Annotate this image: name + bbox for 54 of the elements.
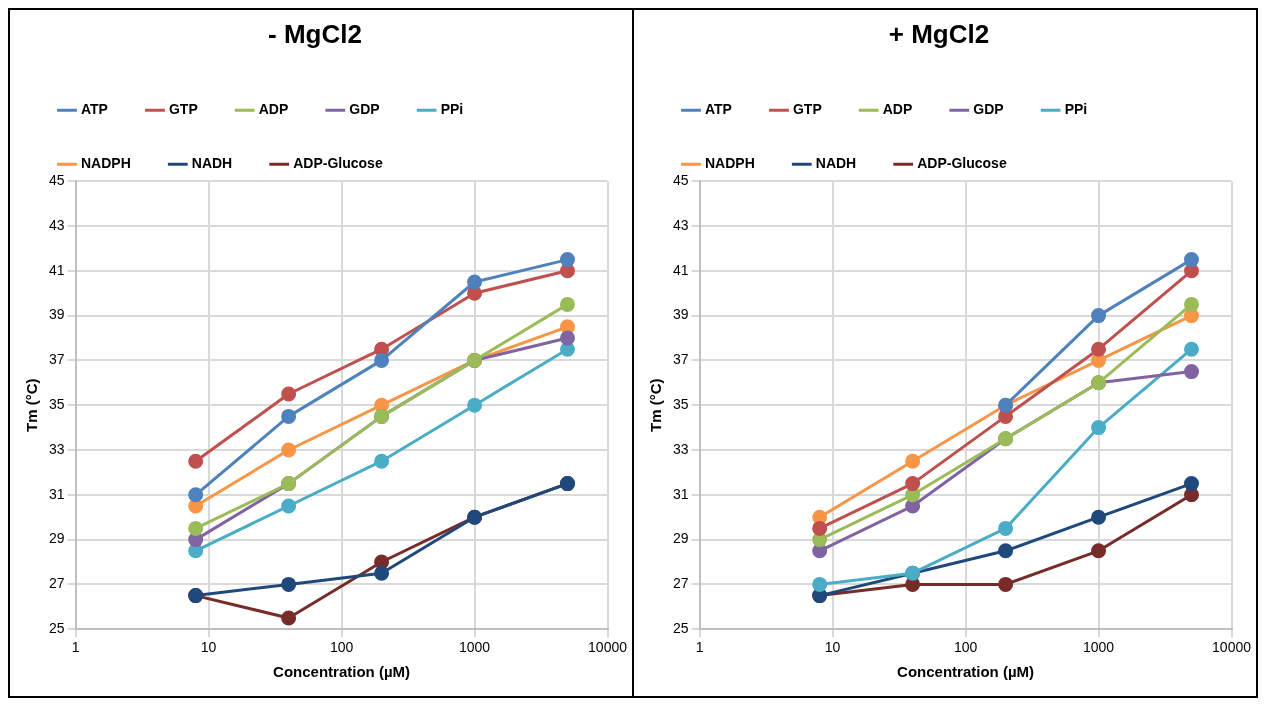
y-tick-label: 27 bbox=[48, 575, 65, 592]
chart-title: + MgCl2 bbox=[888, 18, 990, 49]
y-tick-label: 27 bbox=[672, 575, 689, 592]
y-axis-title: Tm (°C) bbox=[647, 378, 665, 432]
legend-label: NADH bbox=[191, 155, 233, 172]
legend-label: NADPH bbox=[705, 155, 755, 172]
x-tick-label: 1 bbox=[71, 639, 80, 656]
y-tick-label: 29 bbox=[48, 530, 65, 547]
x-tick-label: 10 bbox=[200, 639, 217, 656]
legend-label: ADP bbox=[882, 101, 913, 118]
legend-label: ADP-Glucose bbox=[917, 155, 1007, 172]
x-tick-label: 1000 bbox=[1082, 639, 1115, 656]
x-tick-label: 100 bbox=[953, 639, 978, 656]
x-tick-label: 10 bbox=[824, 639, 841, 656]
y-tick-label: 39 bbox=[672, 306, 689, 323]
y-tick-label: 25 bbox=[48, 620, 65, 637]
chart-title: - MgCl2 bbox=[268, 18, 362, 49]
x-tick-label: 1 bbox=[695, 639, 704, 656]
legend-label: GDP bbox=[973, 101, 1004, 118]
legend-label: NADH bbox=[815, 155, 857, 172]
legend-label: PPi bbox=[440, 101, 464, 118]
y-tick-label: 35 bbox=[672, 396, 689, 413]
y-tick-label: 31 bbox=[672, 485, 689, 502]
legend-label: ADP bbox=[258, 101, 289, 118]
y-tick-label: 25 bbox=[672, 620, 689, 637]
legend-label: GDP bbox=[349, 101, 380, 118]
legend-label: PPi bbox=[1064, 101, 1088, 118]
legend-label: GTP bbox=[168, 101, 198, 118]
x-tick-label: 10000 bbox=[588, 639, 628, 656]
y-tick-label: 45 bbox=[48, 172, 65, 189]
y-tick-label: 43 bbox=[48, 216, 65, 233]
legend-label: GTP bbox=[792, 101, 822, 118]
x-tick-label: 100 bbox=[329, 639, 354, 656]
legend-label: ADP-Glucose bbox=[293, 155, 383, 172]
y-tick-label: 37 bbox=[48, 351, 65, 368]
legend-label: ATP bbox=[81, 101, 108, 118]
legend-label: NADPH bbox=[81, 155, 131, 172]
x-tick-label: 1000 bbox=[458, 639, 491, 656]
y-tick-label: 45 bbox=[672, 172, 689, 189]
y-tick-label: 33 bbox=[672, 440, 689, 457]
y-tick-label: 29 bbox=[672, 530, 689, 547]
x-axis-title: Concentration (µM) bbox=[897, 663, 1035, 681]
y-tick-label: 33 bbox=[48, 440, 65, 457]
y-tick-label: 35 bbox=[48, 396, 65, 413]
y-tick-label: 39 bbox=[48, 306, 65, 323]
y-tick-label: 37 bbox=[672, 351, 689, 368]
y-axis-title: Tm (°C) bbox=[23, 378, 41, 432]
y-tick-label: 41 bbox=[672, 261, 689, 278]
y-tick-label: 41 bbox=[48, 261, 65, 278]
y-tick-label: 31 bbox=[48, 485, 65, 502]
x-axis-title: Concentration (µM) bbox=[273, 663, 411, 681]
x-tick-label: 10000 bbox=[1212, 639, 1252, 656]
legend-label: ATP bbox=[705, 101, 732, 118]
y-tick-label: 43 bbox=[672, 216, 689, 233]
